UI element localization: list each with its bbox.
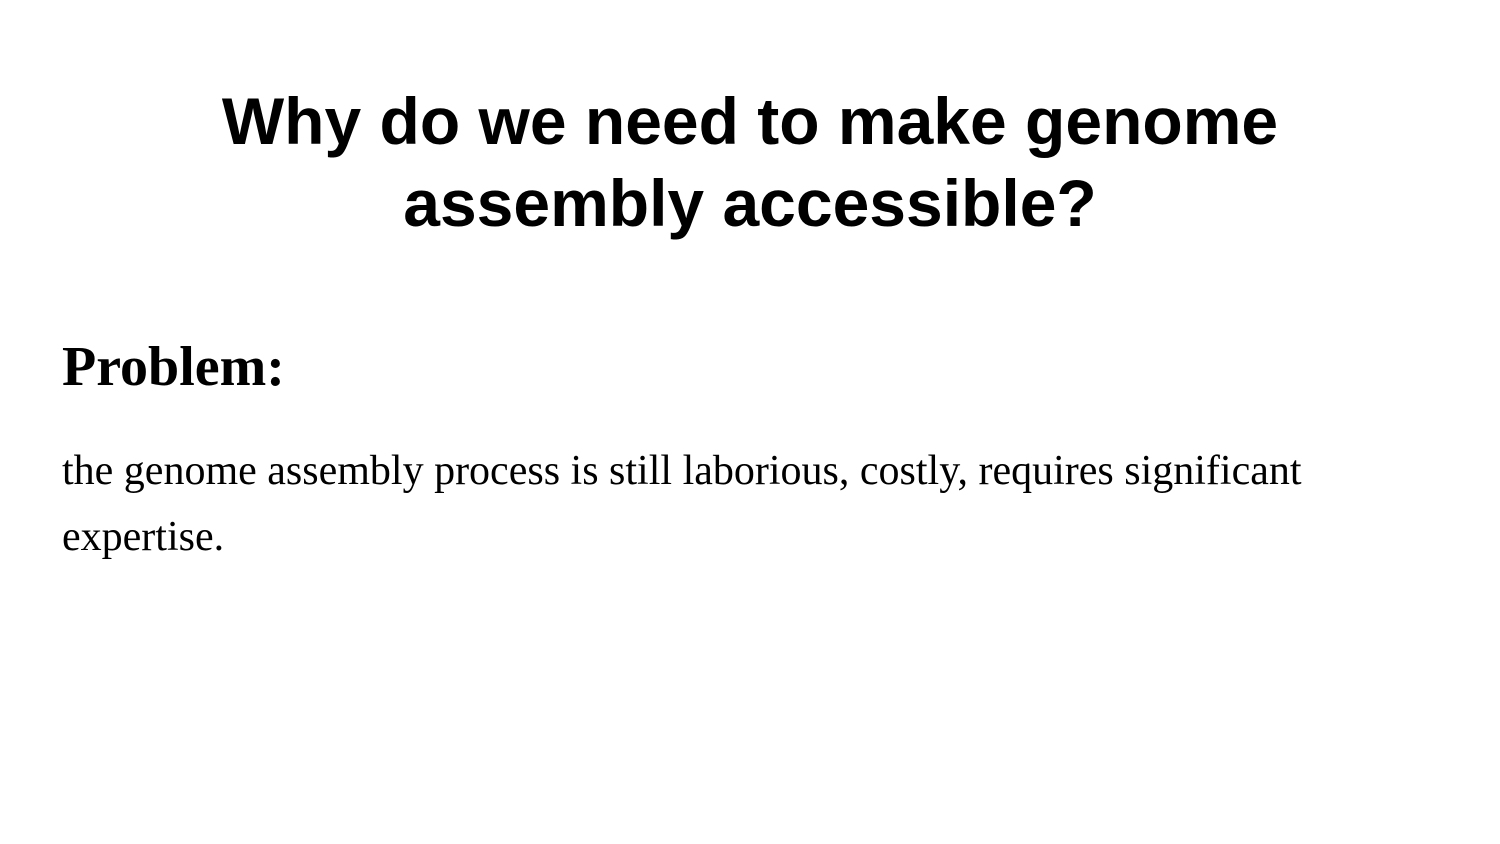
slide-title: Why do we need to make genome assembly a… [221, 84, 1279, 240]
problem-heading: Problem: [62, 336, 285, 398]
problem-description: the genome assembly process is still lab… [62, 448, 1302, 560]
